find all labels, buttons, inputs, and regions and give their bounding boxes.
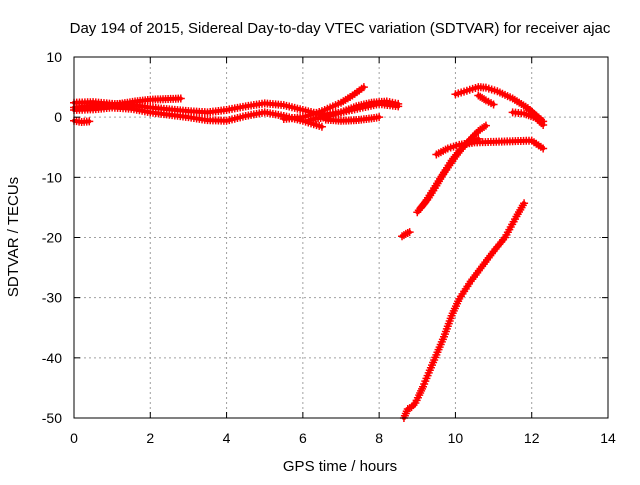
data-track-track-5 — [279, 83, 368, 123]
data-point-marker — [394, 99, 403, 108]
data-point-marker — [317, 122, 326, 131]
x-tick-label: 0 — [70, 430, 78, 446]
y-tick-label: -40 — [42, 350, 62, 366]
data-track-track-7 — [321, 113, 384, 125]
y-tick-label: -10 — [42, 169, 62, 185]
data-points — [70, 83, 548, 422]
y-tick-label: 0 — [54, 109, 62, 125]
data-point-marker — [403, 404, 412, 413]
axis-ticks: 0 2 4 6 8 10 12 14 -50 -40 -30 -20 -10 0 10 — [42, 49, 616, 446]
x-tick-label: 10 — [448, 430, 464, 446]
data-point-marker — [176, 94, 185, 103]
data-track-track-9 — [398, 228, 414, 241]
y-tick-label: 10 — [46, 49, 62, 65]
data-point-marker — [537, 119, 546, 128]
data-point-marker — [405, 228, 414, 237]
data-point-marker — [480, 95, 489, 104]
data-track-track-4 — [70, 116, 94, 126]
x-tick-label: 8 — [375, 430, 383, 446]
y-tick-label: -50 — [42, 410, 62, 426]
data-point-marker — [403, 228, 412, 237]
plot-frame — [73, 56, 609, 419]
data-point-marker — [401, 229, 410, 238]
x-tick-label: 2 — [146, 430, 154, 446]
x-tick-label: 4 — [223, 430, 231, 446]
data-point-marker — [520, 199, 529, 208]
chart-title: Day 194 of 2015, Sidereal Day-to-day VTE… — [70, 20, 611, 37]
data-track-track-13 — [451, 83, 548, 126]
data-point-marker — [481, 121, 490, 130]
data-track-track-8 — [399, 199, 529, 422]
data-track-track-14 — [474, 91, 498, 109]
data-point-marker — [533, 115, 542, 124]
data-point-marker — [531, 113, 540, 122]
x-tick-label: 12 — [524, 430, 540, 446]
data-point-marker — [535, 117, 544, 126]
data-track-track-3 — [70, 103, 326, 131]
data-track-track-15 — [508, 108, 548, 129]
x-tick-label: 6 — [299, 430, 307, 446]
x-axis-label: GPS time / hours — [283, 458, 397, 475]
x-tick-label: 14 — [600, 430, 616, 446]
data-point-marker — [539, 144, 548, 153]
data-point-marker — [375, 113, 384, 122]
data-track-track-12 — [432, 136, 548, 159]
y-tick-label: -20 — [42, 230, 62, 246]
y-tick-label: -30 — [42, 290, 62, 306]
data-point-marker — [480, 122, 489, 131]
data-point-marker — [359, 83, 368, 92]
data-point-marker — [539, 120, 548, 129]
data-point-marker — [85, 117, 94, 126]
y-axis-label: SDTVAR / TECUs — [5, 177, 22, 297]
data-point-marker — [489, 100, 498, 109]
